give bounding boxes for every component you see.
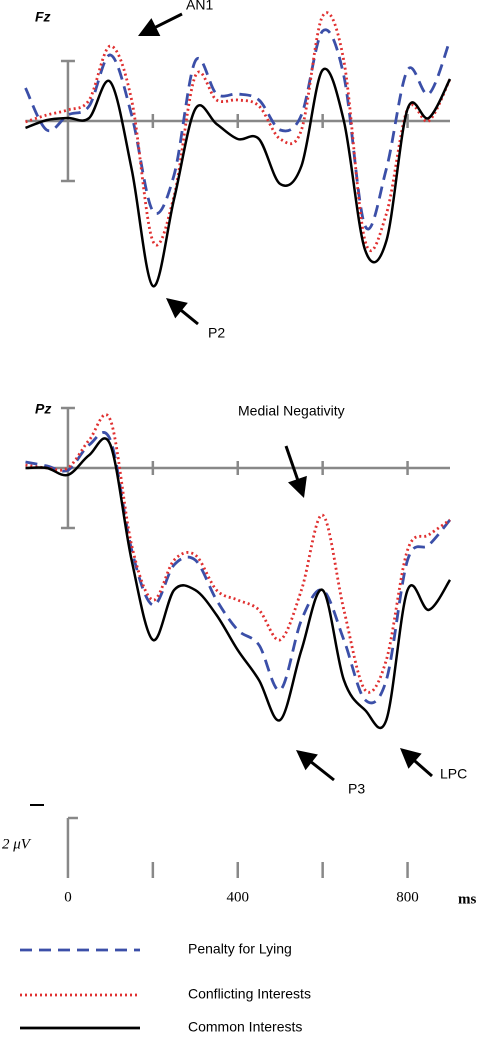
panel-title: Fz	[35, 9, 51, 25]
annotation-arrow	[307, 758, 335, 782]
annotation: P3	[348, 781, 365, 797]
annotation-arrow	[177, 306, 199, 326]
annotation-arrow	[284, 445, 301, 484]
annotation: AN1	[186, 0, 213, 13]
annotation-arrowhead	[400, 748, 422, 769]
annotation-arrowhead	[166, 298, 188, 319]
time-tick-label: 800	[396, 889, 419, 905]
annotation-arrowhead	[138, 18, 161, 36]
annotation-arrow	[151, 12, 183, 31]
waveform	[25, 67, 452, 288]
annotation-arrowhead	[296, 750, 318, 771]
annotation: P2	[208, 325, 225, 341]
panel-title: Pz	[35, 401, 51, 417]
annotation: Medial Negativity	[238, 403, 345, 419]
annotation-arrowhead	[288, 475, 307, 498]
legend-label: Penalty for Lying	[188, 941, 292, 957]
waveform	[24, 28, 452, 231]
waveform	[25, 11, 452, 252]
legend-label: Conflicting Interests	[188, 986, 311, 1002]
time-unit: ms	[458, 891, 476, 907]
time-tick-label: 400	[227, 889, 250, 905]
waveform	[25, 437, 452, 730]
scale-bar-label: 2 μV	[2, 836, 32, 852]
annotation-arrow	[411, 757, 433, 778]
time-tick-label: 0	[64, 889, 72, 905]
annotation: LPC	[440, 766, 467, 782]
legend-label: Common Interests	[188, 1019, 302, 1035]
